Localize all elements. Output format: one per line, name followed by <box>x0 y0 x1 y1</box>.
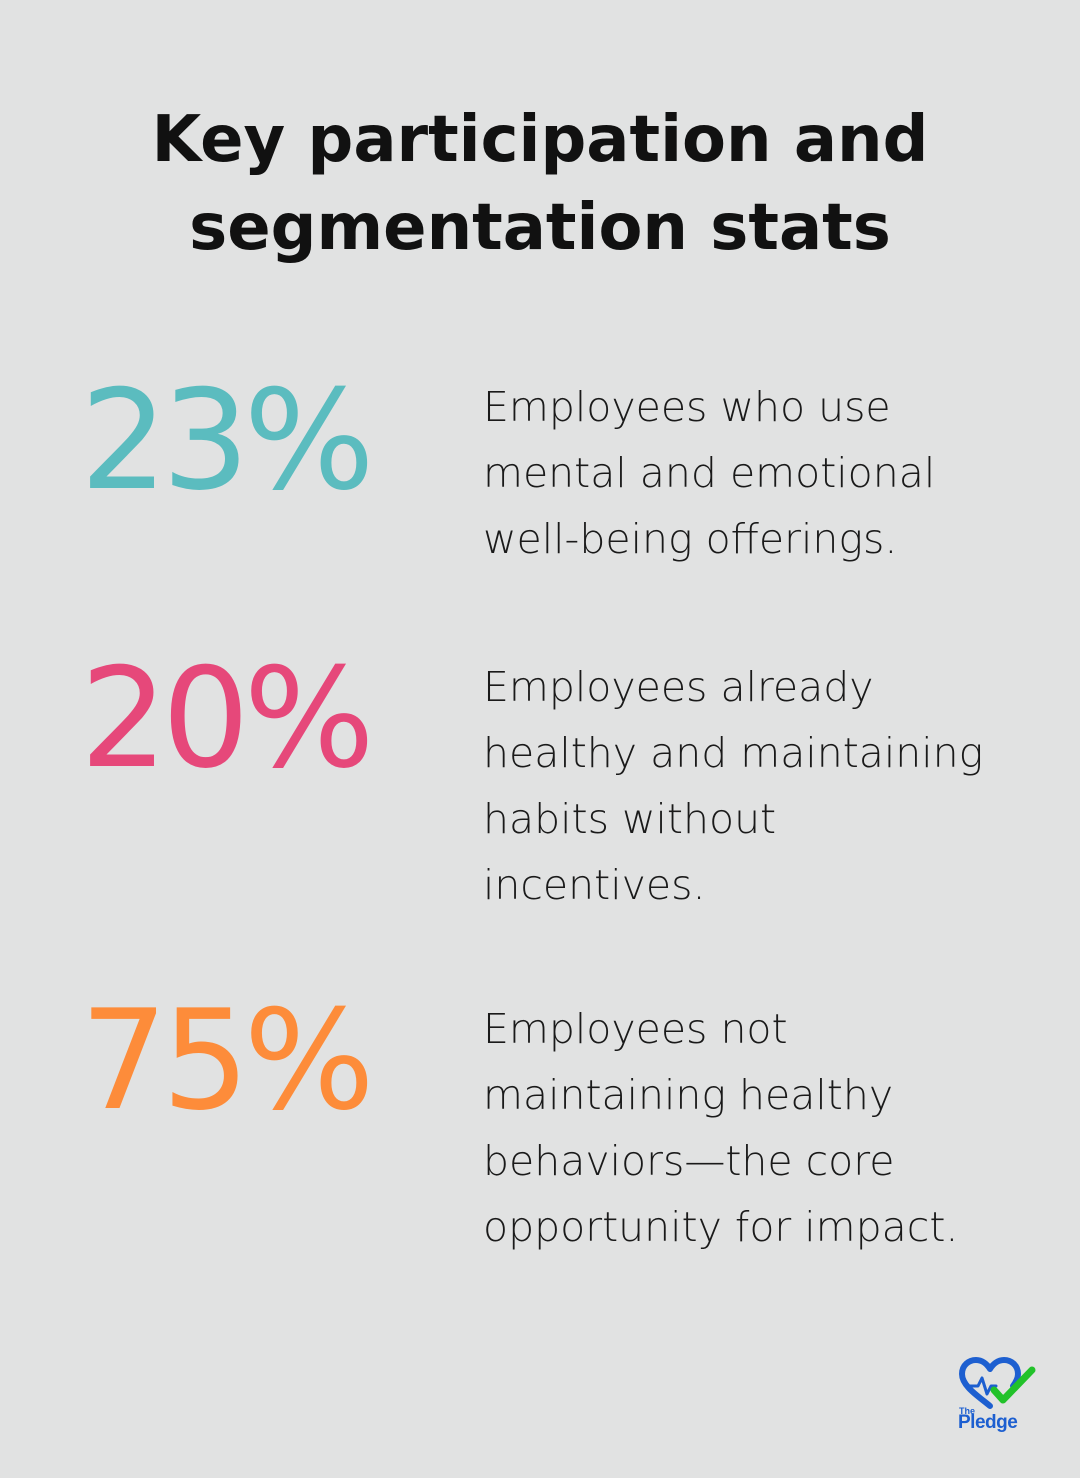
page-title: Key participation and segmentation stats <box>0 96 1080 272</box>
stat-value: 23% <box>80 360 375 521</box>
title-line-1: Key participation and <box>151 103 929 177</box>
logo-small-text: The <box>959 1406 976 1416</box>
stat-value: 75% <box>80 980 375 1141</box>
stat-description: Employees who use mental and emotional w… <box>483 383 936 563</box>
logo-brand-text: Pledge <box>958 1412 1018 1433</box>
heart-check-icon <box>959 1357 1036 1409</box>
stat-description: Employees already healthy and maintainin… <box>483 663 984 909</box>
brand-logo: The Pledge <box>952 1356 1042 1438</box>
stat-value: 20% <box>80 638 375 799</box>
stat-description: Employees not maintaining healthy behavi… <box>483 1005 959 1251</box>
title-line-2: segmentation stats <box>189 191 891 265</box>
